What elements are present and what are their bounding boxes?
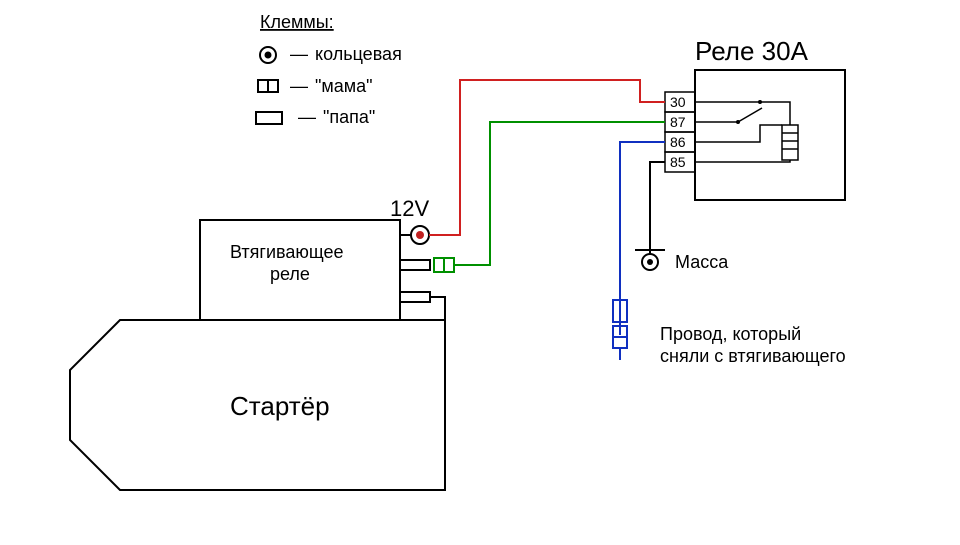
v12-label: 12V (390, 196, 429, 221)
legend-papa-label: "папа" (323, 107, 375, 127)
solenoid-label-2: реле (270, 264, 310, 284)
solenoid-label-1: Втягивающее (230, 242, 344, 262)
mass-label: Масса (675, 252, 729, 272)
wire-solenoid-to-starter (430, 297, 445, 320)
legend-dash-3: — (298, 107, 316, 127)
pin-85-label: 85 (670, 154, 686, 170)
wire-black-85-to-mass (650, 162, 665, 255)
pin-87-label: 87 (670, 114, 686, 130)
legend-ring-label: кольцевая (315, 44, 402, 64)
legend-mama-label: "мама" (315, 76, 373, 96)
wire-red-12v-to-30 (429, 80, 665, 235)
green-mama-connector (434, 258, 454, 272)
legend-dash-2: — (290, 76, 308, 96)
relay-title: Реле 30А (695, 36, 809, 66)
pin-30-label: 30 (670, 94, 686, 110)
solenoid-mid-terminal (400, 260, 430, 270)
relay-box (695, 70, 845, 200)
legend-title: Клеммы: (260, 12, 334, 32)
note-line1: Провод, который (660, 324, 801, 344)
note-line2: сняли с втягивающего (660, 346, 846, 366)
legend-dash-1: — (290, 44, 308, 64)
pin-86-label: 86 (670, 134, 686, 150)
mass-ring-terminal (642, 254, 658, 270)
solenoid-lower-terminal (400, 292, 430, 302)
legend-ring-icon (260, 47, 276, 63)
legend-papa-icon (256, 112, 282, 124)
starter-label: Стартёр (230, 391, 330, 421)
relay-internals (695, 100, 798, 162)
wire-green-to-87 (454, 122, 665, 265)
legend-mama-icon (258, 80, 278, 92)
solenoid-12v-terminal (400, 226, 429, 244)
